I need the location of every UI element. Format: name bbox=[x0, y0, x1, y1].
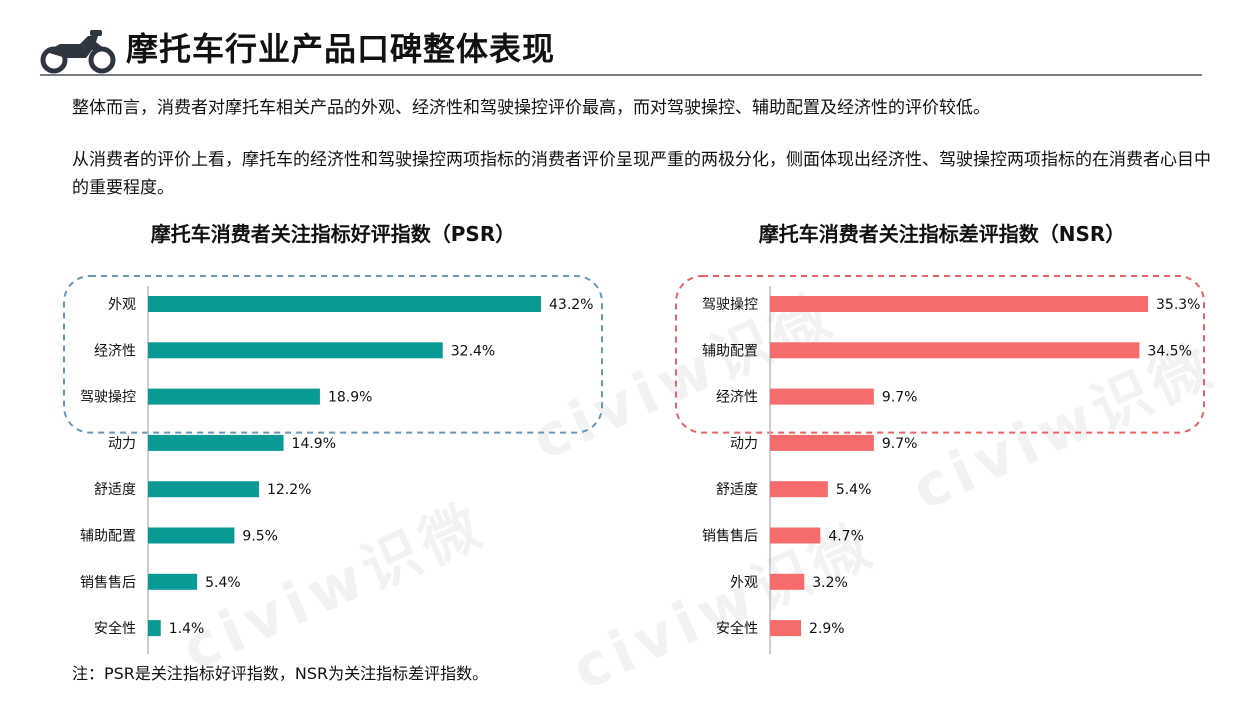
nsr-bar bbox=[770, 342, 1140, 359]
nsr-chart-title: 摩托车消费者关注指标差评指数（NSR） bbox=[758, 222, 1126, 246]
psr-category-label: 销售售后 bbox=[80, 575, 136, 591]
nsr-bar bbox=[770, 527, 821, 544]
nsr-category-label: 动力 bbox=[730, 436, 758, 452]
nsr-value-label: 5.4% bbox=[836, 482, 872, 498]
psr-category-label: 安全性 bbox=[94, 620, 136, 637]
psr-category-label: 辅助配置 bbox=[80, 529, 136, 545]
psr-highlight-box bbox=[63, 275, 603, 434]
psr-value-label: 12.2% bbox=[267, 482, 311, 498]
nsr-value-label: 35.3% bbox=[1156, 297, 1200, 313]
intro-paragraph-2: 从消费者的评价上看，摩托车的经济性和驾驶操控两项指标的消费者评价呈现严重的两极分… bbox=[72, 150, 1211, 198]
nsr-value-label: 4.7% bbox=[828, 529, 864, 545]
psr-value-label: 14.9% bbox=[292, 436, 336, 452]
nsr-category-label: 驾驶操控 bbox=[702, 297, 758, 313]
nsr-value-label: 9.7% bbox=[882, 390, 918, 406]
psr-bar bbox=[148, 527, 235, 544]
psr-chart-title: 摩托车消费者关注指标好评指数（PSR） bbox=[150, 222, 516, 246]
nsr-bar bbox=[770, 434, 874, 451]
psr-category-label: 舒适度 bbox=[94, 482, 136, 498]
psr-bar bbox=[148, 481, 259, 498]
psr-bar bbox=[148, 573, 198, 590]
nsr-value-label: 34.5% bbox=[1147, 343, 1191, 359]
nsr-bar bbox=[770, 296, 1148, 312]
nsr-category-label: 销售售后 bbox=[702, 529, 758, 545]
psr-value-label: 43.2% bbox=[549, 297, 593, 313]
psr-value-label: 18.9% bbox=[328, 390, 372, 406]
psr-bar bbox=[148, 388, 320, 405]
nsr-category-label: 经济性 bbox=[716, 390, 758, 406]
psr-value-label: 32.4% bbox=[451, 343, 495, 359]
psr-category-label: 外观 bbox=[108, 297, 136, 313]
nsr-category-label: 安全性 bbox=[716, 620, 758, 637]
nsr-value-label: 9.7% bbox=[882, 436, 918, 452]
title-bar: 摩托车行业产品口碑整体表现 bbox=[40, 20, 1202, 76]
footnote: 注：PSR是关注指标好评指数，NSR为关注指标差评指数。 bbox=[72, 664, 489, 683]
psr-bar bbox=[148, 296, 541, 312]
nsr-bar bbox=[770, 481, 828, 498]
psr-value-label: 9.5% bbox=[242, 529, 278, 545]
psr-category-label: 驾驶操控 bbox=[80, 390, 136, 406]
nsr-category-label: 外观 bbox=[730, 575, 758, 591]
page-title: 摩托车行业产品口碑整体表现 bbox=[126, 30, 556, 68]
nsr-category-label: 舒适度 bbox=[716, 482, 758, 498]
title-divider bbox=[40, 74, 1202, 76]
motorcycle-icon bbox=[40, 30, 116, 74]
nsr-value-label: 3.2% bbox=[812, 575, 848, 591]
nsr-bar bbox=[770, 573, 805, 590]
nsr-category-label: 辅助配置 bbox=[702, 343, 758, 359]
psr-bar bbox=[148, 434, 284, 451]
psr-bar bbox=[148, 342, 443, 359]
psr-value-label: 5.4% bbox=[205, 575, 241, 591]
nsr-bar bbox=[770, 388, 874, 405]
bar-charts: 外观 43.2% 经济性 32.4% 驾驶操控 18.9% 动力 14.9% 舒适度 12.2% 辅… bbox=[63, 275, 1205, 655]
psr-category-label: 经济性 bbox=[94, 343, 136, 359]
psr-category-label: 动力 bbox=[108, 436, 136, 452]
nsr-bar bbox=[770, 620, 802, 637]
psr-bar bbox=[148, 620, 161, 637]
nsr-value-label: 2.9% bbox=[809, 621, 845, 637]
intro-paragraph-1: 整体而言，消费者对摩托车相关产品的外观、经济性和驾驶操控评价最高，而对驾驶操控、… bbox=[72, 98, 990, 118]
psr-value-label: 1.4% bbox=[169, 621, 205, 637]
